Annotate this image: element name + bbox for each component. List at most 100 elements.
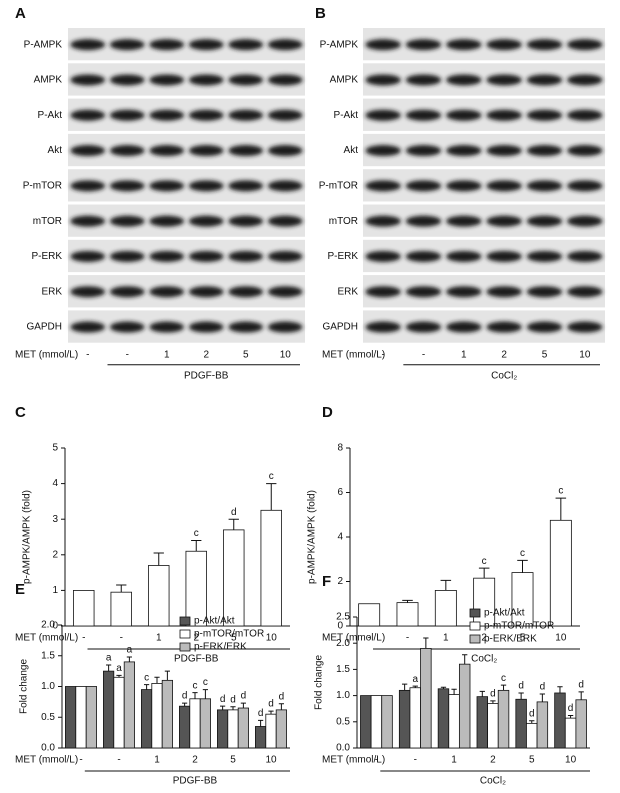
error-bar [440, 686, 447, 689]
band [526, 39, 563, 51]
bar [358, 603, 381, 627]
blot-row-label: P-Akt [334, 110, 359, 121]
x-tick-label: 2 [192, 755, 198, 766]
y-tick-label: 0 [52, 621, 58, 632]
y-tick-label: 3 [52, 514, 58, 525]
y-tick-label: 0.0 [41, 743, 55, 754]
y-tick-label: 1.5 [41, 650, 55, 661]
significance-letter: d [241, 691, 247, 702]
treatment-label: PDGF-BB [174, 654, 219, 665]
band [267, 109, 303, 121]
blot-strip [363, 310, 605, 343]
band [567, 180, 603, 192]
band [446, 145, 482, 157]
significance-letter: d [258, 708, 264, 719]
band [365, 286, 401, 298]
band [70, 39, 106, 51]
band [365, 321, 401, 333]
x-tick-label: 10 [565, 755, 577, 766]
significance-letter: a [127, 645, 133, 656]
blot-row-label: P-mTOR [319, 180, 358, 191]
bar [497, 689, 510, 749]
error-bar [154, 676, 160, 684]
y-tick-label: 2.0 [336, 638, 350, 649]
blot-row-label: P-mTOR [23, 180, 62, 191]
band [228, 180, 264, 192]
x-tick-label: 10 [266, 633, 278, 644]
error-bar [462, 654, 468, 665]
band [149, 286, 185, 298]
band [267, 321, 303, 333]
bar [398, 689, 411, 749]
y-tick-label: 5 [52, 443, 58, 454]
y-tick-label: 2 [337, 576, 343, 587]
panel-label: F [322, 573, 331, 590]
bar [123, 661, 135, 749]
bar [255, 726, 267, 749]
significance-letter: a [412, 674, 418, 685]
legend-swatch [469, 621, 481, 631]
error-bar [478, 567, 490, 579]
blot-row-label: P-AMPK [24, 39, 63, 50]
band [267, 74, 303, 86]
blot-row-label: P-ERK [31, 251, 62, 262]
band [567, 286, 603, 298]
error-bar [423, 637, 429, 649]
dose-axis-label: MET (mmol/L) [15, 349, 78, 360]
treatment-label: CoCl₂ [471, 654, 497, 665]
band [486, 39, 522, 51]
band [267, 145, 303, 157]
band [149, 215, 185, 227]
x-tick-label: 2 [481, 633, 487, 644]
treatment-label: PDGF-BB [184, 370, 229, 381]
significance-letter: d [578, 680, 584, 691]
error-bar [192, 692, 198, 699]
band [526, 215, 563, 227]
bar [275, 709, 287, 749]
blot-strip [363, 275, 605, 308]
error-bar [268, 710, 274, 715]
blot-row-label: P-ERK [327, 251, 358, 262]
y-tick-label: 0.0 [336, 743, 350, 754]
band [109, 321, 145, 333]
band [526, 286, 563, 298]
band [486, 180, 522, 192]
blot-row-label: mTOR [329, 216, 358, 227]
dose-label: - [422, 349, 425, 360]
blot-row-label: GAPDH [26, 322, 62, 333]
band [567, 145, 603, 157]
error-bar [144, 684, 150, 690]
error-bar [578, 691, 584, 700]
band [70, 145, 106, 157]
error-bar [106, 664, 112, 672]
blot-strip [68, 98, 305, 131]
blot-row-label: AMPK [330, 75, 359, 86]
band [228, 250, 264, 262]
band [365, 109, 401, 121]
band [188, 39, 224, 51]
band [109, 74, 145, 86]
band [486, 74, 522, 86]
x-tick-label: 5 [529, 755, 535, 766]
band [70, 74, 106, 86]
bar [148, 565, 170, 627]
bar [161, 679, 173, 749]
band [149, 321, 185, 333]
band [486, 286, 522, 298]
blot-strip [68, 169, 305, 202]
significance-letter: a [116, 663, 122, 674]
bar [370, 695, 383, 749]
bar [103, 670, 115, 749]
legend-label: p-ERK/ERK [484, 634, 537, 645]
bar [526, 722, 538, 749]
significance-letter: c [203, 677, 208, 688]
blot-row-label: mTOR [33, 216, 62, 227]
panel-label: E [15, 581, 25, 598]
band [526, 250, 563, 262]
error-bar [539, 693, 546, 702]
x-tick-label: - [82, 633, 85, 644]
band [486, 321, 522, 333]
x-tick-label: 10 [555, 633, 567, 644]
